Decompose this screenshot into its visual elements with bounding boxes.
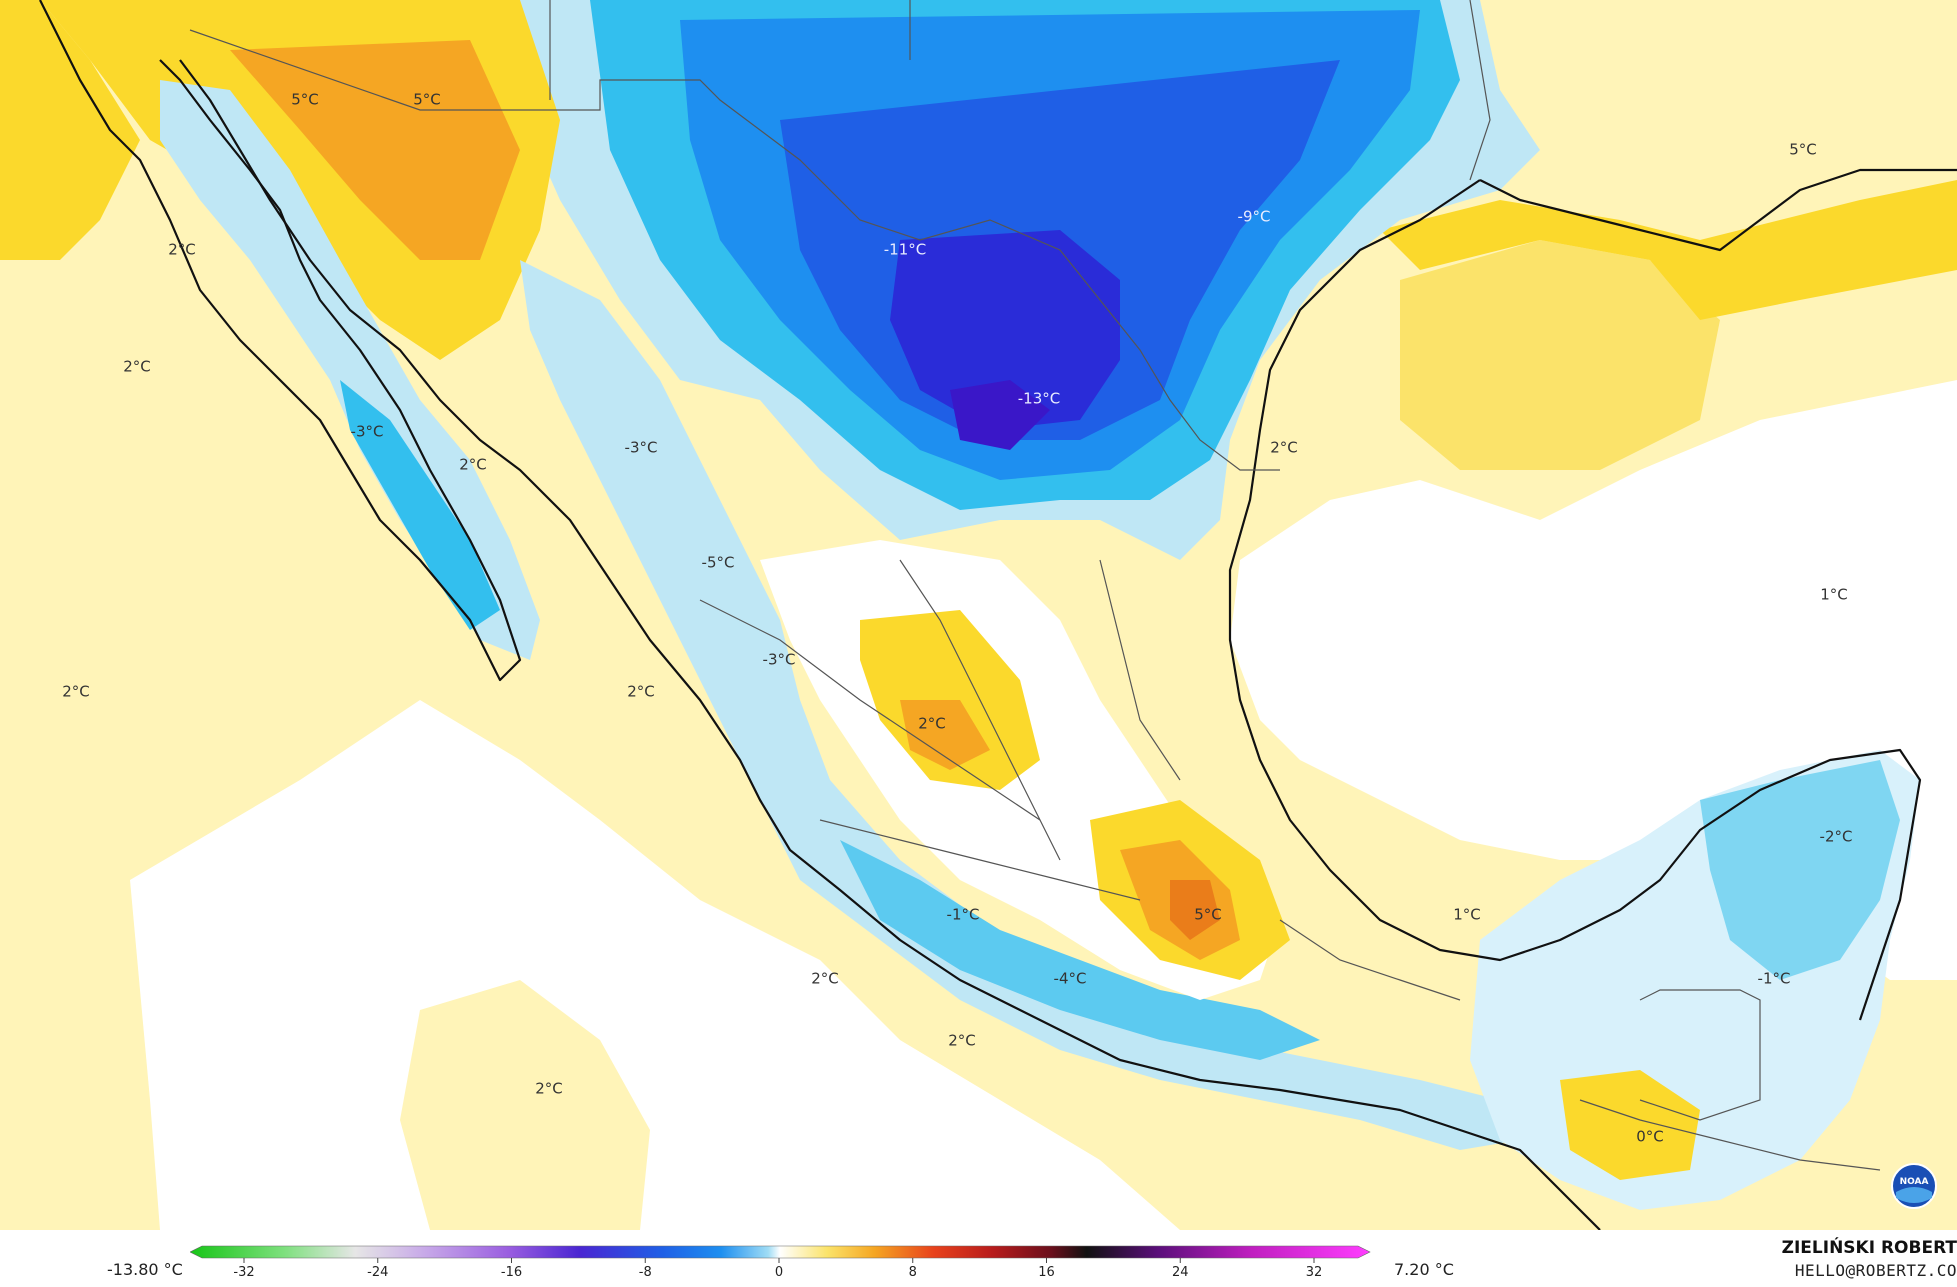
author-email[interactable]: HELLO@ROBERTZ.CO (1794, 1261, 1957, 1280)
temperature-label: 5°C (1194, 906, 1222, 924)
mainland-cold-band (520, 260, 1520, 1150)
southern-cold-zone (840, 840, 1320, 1060)
state-border-a (699, 599, 1041, 821)
pacific-neutral-zone (130, 700, 1180, 1230)
cold-zone-center (950, 380, 1050, 450)
legend-ticks: -32 -24 -16 -8 0 8 16 24 32 (233, 1258, 1322, 1280)
legend-tick-label: -24 (367, 1265, 388, 1280)
legend-footer: -13.80 °C (0, 1230, 1957, 1287)
temperature-label: 5°C (1789, 141, 1817, 159)
texas-louisiana-border (1469, 0, 1491, 181)
temperature-label: 1°C (1820, 586, 1848, 604)
temperature-map[interactable]: 5°C 5°C 5°C -9°C -11°C 2°C 2°C -13°C -3°C -3°C 2°C… (0, 0, 1957, 1230)
temperature-label: -3°C (625, 439, 658, 457)
legend-tick-label: -16 (501, 1265, 522, 1280)
author-name: ZIELIŃSKI ROBERT (1781, 1238, 1957, 1258)
borders (189, 0, 1881, 1171)
gulf-coast-warm-zone (1380, 180, 1957, 320)
temperature-label: 2°C (811, 970, 839, 988)
yucatan-cold-core (1700, 760, 1900, 980)
state-border-c (1099, 559, 1181, 781)
color-scale-bar (190, 1245, 1371, 1259)
temperature-label: 1°C (1453, 906, 1481, 924)
guatemala-warm-zone (1560, 1070, 1700, 1180)
central-hottest-zone (1170, 880, 1220, 940)
guatemala-border (1579, 1099, 1881, 1171)
temperature-label: -3°C (351, 423, 384, 441)
legend-tick-label: 8 (909, 1265, 917, 1280)
temperature-label: 2°C (535, 1080, 563, 1098)
temperature-label: 2°C (627, 683, 655, 701)
map-canvas: 5°C 5°C 5°C -9°C -11°C 2°C 2°C -13°C -3°C -3°C 2°C… (0, 0, 1957, 1230)
temperature-label: 2°C (62, 683, 90, 701)
legend-tick-label: 0 (775, 1265, 783, 1280)
legend-tick-label: 16 (1038, 1265, 1055, 1280)
temperature-label: 2°C (168, 241, 196, 259)
temperature-label: 2°C (918, 715, 946, 733)
baja-pacific-coastline (39, 0, 522, 682)
yucatan-region (1470, 750, 1920, 1210)
us-mexico-border (189, 29, 1280, 471)
central-plateau-warm (760, 540, 1290, 1000)
temperature-label: -3°C (763, 651, 796, 669)
state-border-b (899, 559, 1061, 861)
temperature-label: 2°C (1270, 439, 1298, 457)
temperature-label: -2°C (1820, 828, 1853, 846)
temperature-label: 0°C (1636, 1128, 1664, 1146)
baja-cold-strip (160, 80, 540, 660)
belize-border (1639, 989, 1761, 1121)
legend-tick-label: -32 (233, 1265, 254, 1280)
temperature-label: 5°C (413, 91, 441, 109)
temperature-label: 2°C (459, 456, 487, 474)
color-scale-legend: -32 -24 -16 -8 0 8 16 24 32 (190, 1245, 1371, 1280)
pacific-warm-patch (400, 980, 650, 1230)
temperature-labels: 5°C 5°C 5°C -9°C -11°C 2°C 2°C -13°C -3°C -3°C 2°C… (62, 91, 1852, 1146)
temperature-label: -5°C (702, 554, 735, 572)
legend-tick-label: 32 (1306, 1265, 1323, 1280)
legend-tick-label: -8 (639, 1265, 652, 1280)
state-border-e (1279, 919, 1461, 1001)
temperature-label: 2°C (948, 1032, 976, 1050)
temperature-label: -4°C (1054, 970, 1087, 988)
temperature-label: -1°C (1758, 970, 1791, 988)
mainland-pacific-coastline (179, 59, 1601, 1230)
temperature-label: 5°C (291, 91, 319, 109)
baja-cold-core (340, 380, 500, 630)
temperature-label: -1°C (947, 906, 980, 924)
noaa-logo: NOAA (1891, 1163, 1937, 1209)
legend-max-value: 7.20 °C (1394, 1260, 1454, 1279)
temperature-label: -9°C (1238, 208, 1271, 226)
plateau-hot-spot (900, 700, 990, 770)
temperature-label: -11°C (884, 241, 926, 259)
temperature-label: 2°C (123, 358, 151, 376)
us-gulf-coastline (1479, 168, 1957, 252)
gulf-coastline (1228, 179, 1922, 1021)
coastlines (39, 0, 1957, 1230)
northwest-hot-zone (230, 40, 520, 260)
legend-tick-label: 24 (1172, 1265, 1189, 1280)
temperature-label: -13°C (1018, 390, 1060, 408)
legend-min-value: -13.80 °C (107, 1260, 183, 1279)
state-border-d (819, 819, 1141, 901)
west-warm-zone (0, 0, 140, 260)
gulf-warm-patch (1400, 240, 1720, 470)
cold-air-mass (520, 0, 1540, 560)
svg-text:NOAA: NOAA (1900, 1177, 1929, 1187)
cold-zone-core (890, 230, 1120, 430)
